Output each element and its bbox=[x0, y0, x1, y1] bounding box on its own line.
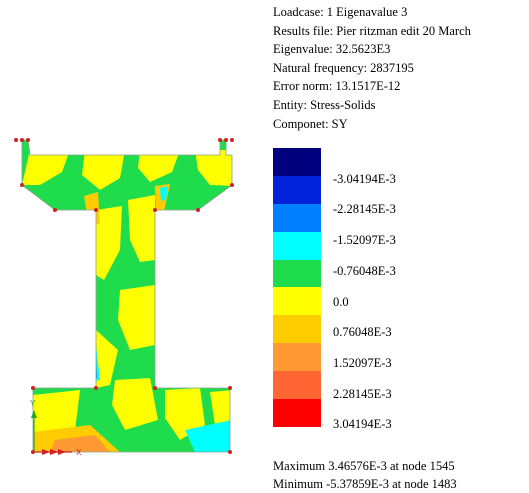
legend-band bbox=[273, 203, 321, 232]
legend-label: 3.04194E-3 bbox=[333, 417, 392, 432]
entity-text: Entity: Stress-Solids bbox=[273, 97, 376, 112]
node-markers bbox=[14, 138, 234, 454]
legend-label: 0.76048E-3 bbox=[333, 325, 392, 340]
ibeam-section bbox=[22, 140, 232, 452]
color-legend-bar bbox=[273, 148, 321, 455]
analysis-info: Loadcase: 1 Eigenavalue 3 Results file: … bbox=[273, 3, 471, 133]
component-text: Componet: SY bbox=[273, 116, 348, 131]
legend-band bbox=[273, 371, 321, 400]
legend-band bbox=[273, 148, 321, 176]
legend-band bbox=[273, 315, 321, 344]
axis-y-label: Y bbox=[30, 399, 36, 408]
legend-label: -1.52097E-3 bbox=[333, 233, 396, 248]
legend-label: -0.76048E-3 bbox=[333, 263, 396, 278]
legend-label: -3.04194E-3 bbox=[333, 171, 396, 186]
results-file-text: Results file: Pier ritzman edit 20 March bbox=[273, 23, 471, 38]
legend-band bbox=[273, 175, 321, 204]
eigenvalue-text: Eigenvalue: 32.5623E3 bbox=[273, 42, 391, 57]
minimum-text: Minimum -5.37859E-3 at node 1483 bbox=[273, 476, 457, 491]
error-norm-text: Error norm: 13.1517E-12 bbox=[273, 79, 401, 94]
legend-band bbox=[273, 287, 321, 316]
legend-label: 1.52097E-3 bbox=[333, 355, 392, 370]
natural-frequency-text: Natural frequency: 2837195 bbox=[273, 60, 414, 75]
axis-triad: X Y bbox=[30, 399, 82, 457]
maximum-text: Maximum 3.46576E-3 at node 1545 bbox=[273, 459, 455, 473]
legend-band bbox=[273, 231, 321, 260]
legend-band bbox=[273, 343, 321, 372]
loadcase-text: Loadcase: 1 Eigenavalue 3 bbox=[273, 5, 408, 19]
extremes-info: Maximum 3.46576E-3 at node 1545 Minimum … bbox=[273, 458, 457, 493]
legend-label: -2.28145E-3 bbox=[333, 202, 396, 217]
legend-band bbox=[273, 399, 321, 427]
legend-label: 2.28145E-3 bbox=[333, 386, 392, 401]
axis-x-label: X bbox=[76, 448, 82, 457]
legend-label: 0.0 bbox=[333, 294, 349, 309]
legend-band bbox=[273, 259, 321, 288]
stress-contour-plot: X Y bbox=[14, 138, 234, 457]
